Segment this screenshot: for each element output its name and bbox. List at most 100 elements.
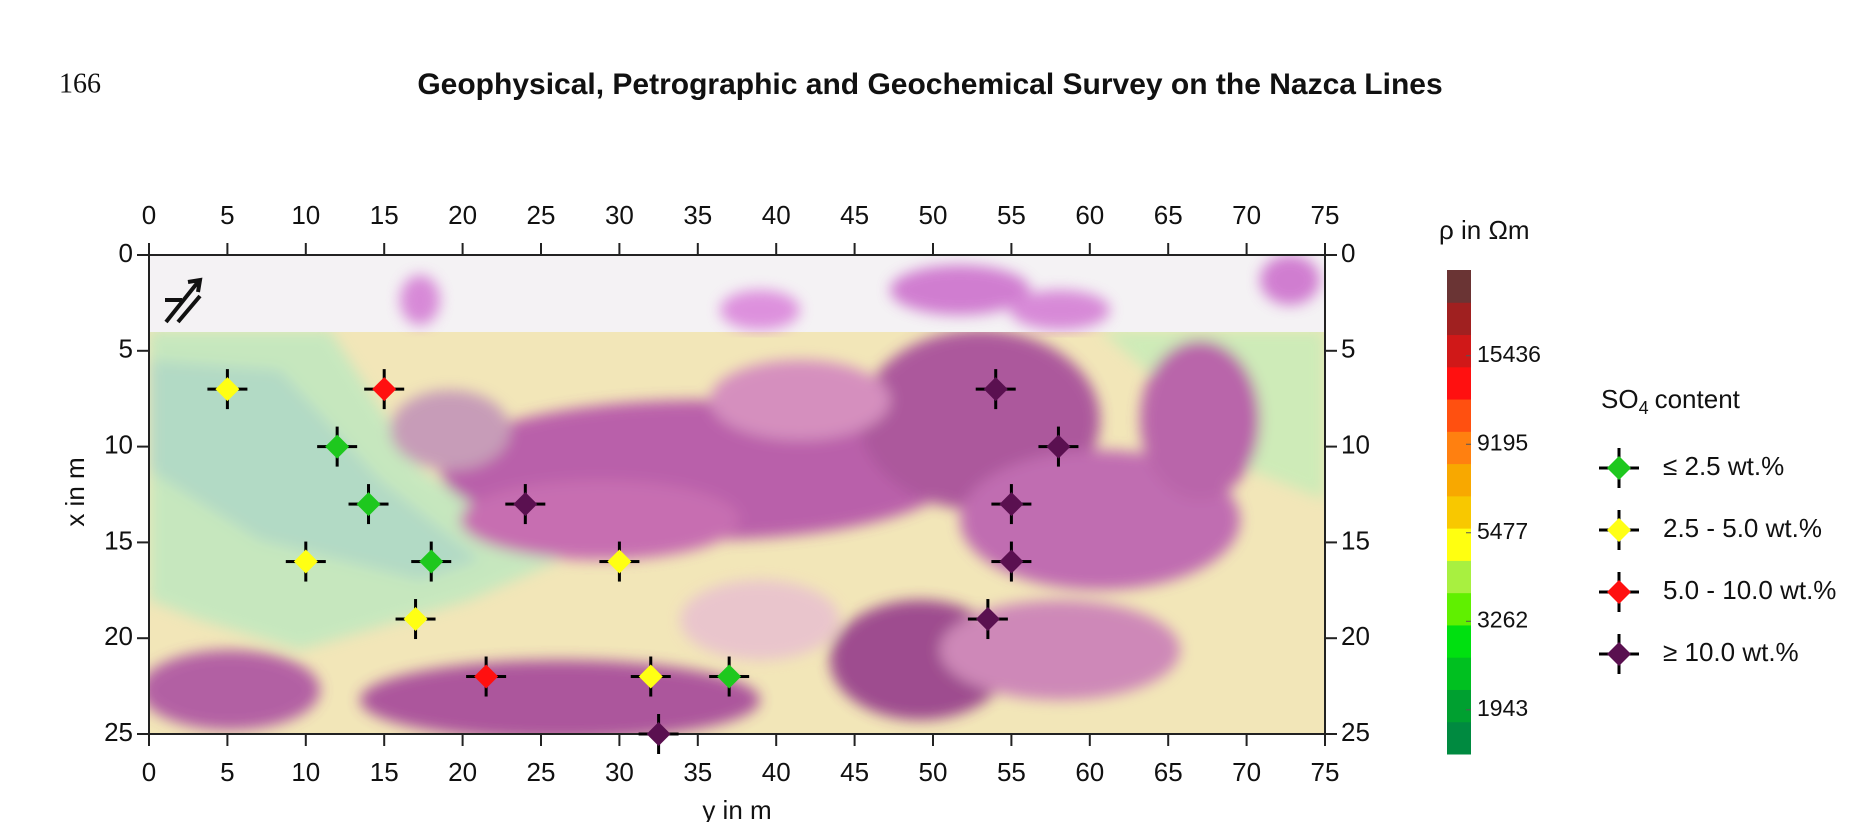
colorbar-segment: [1447, 431, 1471, 465]
marker-diamond: [999, 549, 1024, 574]
marker-diamond: [474, 664, 499, 689]
legend-label: 2.5 - 5.0 wt.%: [1663, 513, 1822, 543]
x-tick-label-bottom: 65: [1154, 757, 1183, 787]
point: [991, 484, 1032, 525]
marker-diamond: [1607, 456, 1631, 480]
marker-diamond: [1607, 518, 1631, 542]
x-tick-label-top: 50: [919, 200, 948, 230]
colorbar-segment: [1447, 495, 1471, 529]
point: [207, 369, 248, 410]
point: [285, 541, 326, 582]
legend-marker: [1599, 448, 1639, 488]
point: [466, 656, 507, 697]
legend-title: SO4 content: [1601, 384, 1741, 418]
y-tick-label-right: 0: [1341, 238, 1355, 268]
x-tick-label-top: 45: [840, 200, 869, 230]
colorbar-segment: [1447, 721, 1471, 755]
x-tick-label-top: 0: [142, 200, 156, 230]
colorbar-tick-label: 5477: [1477, 518, 1528, 544]
point: [991, 541, 1032, 582]
x-tick-label-top: 25: [527, 200, 556, 230]
legend-marker: [1599, 634, 1639, 674]
marker-diamond: [372, 377, 397, 402]
x-tick-label-top: 20: [448, 200, 477, 230]
point: [317, 426, 358, 467]
marker-diamond: [513, 492, 538, 517]
x-tick-label-top: 15: [370, 200, 399, 230]
point: [967, 599, 1008, 640]
point: [599, 541, 640, 582]
marker-diamond: [293, 549, 318, 574]
colorbar-tick-label: 3262: [1477, 606, 1528, 632]
x-tick-label-bottom: 40: [762, 757, 791, 787]
x-tick-label-top: 5: [220, 200, 234, 230]
colorbar-segment: [1447, 302, 1471, 336]
colorbar-segment: [1447, 657, 1471, 690]
y-tick-label-left: 15: [104, 525, 133, 555]
marker-diamond: [419, 549, 444, 574]
x-tick-label-top: 70: [1232, 200, 1261, 230]
point: [630, 656, 671, 697]
x-tick-label-top: 40: [762, 200, 791, 230]
legend-marker: [1599, 572, 1639, 612]
point: [364, 369, 405, 410]
marker-diamond: [1607, 580, 1631, 604]
y-tick-label-right: 20: [1341, 621, 1370, 651]
point: [709, 656, 750, 697]
marker-diamond: [646, 722, 671, 746]
x-tick-label-bottom: 60: [1075, 757, 1104, 787]
legend-label: 5.0 - 10.0 wt.%: [1663, 575, 1836, 605]
marker-diamond: [975, 607, 1000, 632]
colorbar-tick-label: 1943: [1477, 695, 1528, 721]
x-tick-label-bottom: 5: [220, 757, 234, 787]
colorbar-segment: [1447, 560, 1471, 594]
colorbar-segment: [1447, 624, 1471, 658]
point: [975, 369, 1016, 410]
x-tick-label-top: 55: [997, 200, 1026, 230]
marker-diamond: [215, 377, 240, 402]
legend-marker: [1599, 510, 1639, 550]
marker-diamond: [983, 377, 1008, 402]
x-tick-label-bottom: 35: [683, 757, 712, 787]
x-tick-label-bottom: 50: [919, 757, 948, 787]
y-tick-label-left: 10: [104, 429, 133, 459]
x-tick-label-top: 35: [683, 200, 712, 230]
colorbar-segment: [1447, 366, 1471, 400]
x-tick-label-bottom: 45: [840, 757, 869, 787]
marker-diamond: [999, 492, 1024, 517]
x-tick-label-bottom: 30: [605, 757, 634, 787]
x-axis-label: y in m: [702, 795, 771, 822]
resistivity-map: [149, 255, 1325, 734]
point: [638, 714, 679, 754]
y-tick-label-left: 25: [104, 717, 133, 747]
point: [411, 541, 452, 582]
colorbar-segment: [1447, 689, 1471, 723]
colorbar-label: ρ in Ωm: [1439, 215, 1530, 245]
x-tick-label-top: 10: [291, 200, 320, 230]
y-tick-label-left: 5: [119, 334, 133, 364]
x-tick-label-bottom: 25: [527, 757, 556, 787]
y-tick-label-right: 5: [1341, 334, 1355, 364]
point: [395, 599, 436, 640]
x-tick-label-bottom: 0: [142, 757, 156, 787]
running-title: Geophysical, Petrographic and Geochemica…: [417, 68, 1442, 101]
marker-diamond: [607, 549, 632, 574]
marker-diamond: [356, 492, 381, 517]
legend-title-rest: content: [1655, 384, 1741, 414]
x-tick-label-top: 75: [1311, 200, 1340, 230]
point: [505, 484, 546, 525]
x-tick-label-bottom: 55: [997, 757, 1026, 787]
x-tick-label-bottom: 15: [370, 757, 399, 787]
marker-diamond: [403, 607, 428, 632]
colorbar-segment: [1447, 270, 1471, 303]
y-tick-label-right: 10: [1341, 429, 1370, 459]
colorbar-segment: [1447, 592, 1471, 626]
marker-diamond: [325, 434, 350, 459]
colorbar-segment: [1447, 463, 1471, 497]
y-tick-label-right: 25: [1341, 717, 1370, 747]
legend-title-main: SO: [1601, 384, 1639, 414]
x-tick-label-bottom: 20: [448, 757, 477, 787]
marker-diamond: [1046, 434, 1071, 459]
x-tick-label-top: 30: [605, 200, 634, 230]
x-tick-label-bottom: 75: [1311, 757, 1340, 787]
